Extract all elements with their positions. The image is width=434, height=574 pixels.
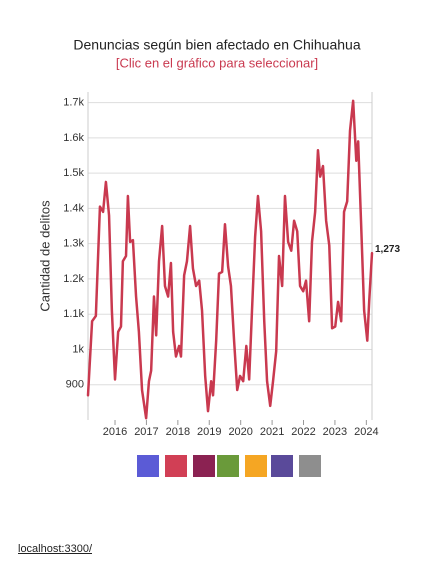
x-tick-label: 2018 bbox=[166, 426, 190, 438]
color-swatch[interactable] bbox=[193, 455, 215, 477]
x-tick-label: 2023 bbox=[323, 426, 347, 438]
y-tick-label: 1.1k bbox=[63, 308, 84, 320]
x-tick-label: 2021 bbox=[260, 426, 284, 438]
y-tick-label: 1.4k bbox=[63, 202, 84, 214]
chart-subtitle: [Clic en el gráfico para seleccionar] bbox=[116, 55, 318, 70]
color-swatch[interactable] bbox=[245, 455, 267, 477]
y-tick-label: 1.2k bbox=[63, 273, 84, 285]
data-line bbox=[86, 99, 374, 420]
x-tick-label: 2022 bbox=[291, 426, 315, 438]
color-swatch[interactable] bbox=[217, 455, 239, 477]
chart-title: Denuncias según bien afectado en Chihuah… bbox=[73, 37, 360, 53]
y-tick-label: 1.7k bbox=[63, 96, 84, 108]
x-tick-label: 2016 bbox=[103, 426, 127, 438]
x-tick-label: 2019 bbox=[197, 426, 221, 438]
x-tick-label: 2024 bbox=[354, 426, 378, 438]
data-label: 1,273 bbox=[375, 244, 400, 255]
color-swatch[interactable] bbox=[271, 455, 293, 477]
footer-link[interactable]: localhost:3300/ bbox=[18, 543, 92, 555]
color-swatch[interactable] bbox=[137, 455, 159, 477]
y-tick-label: 1.6k bbox=[63, 132, 84, 144]
y-axis-label: Cantidad de delitos bbox=[37, 200, 52, 312]
y-tick-label: 1k bbox=[72, 343, 84, 355]
y-tick-label: 1.5k bbox=[63, 167, 84, 179]
color-swatch[interactable] bbox=[299, 455, 321, 477]
x-tick-label: 2020 bbox=[228, 426, 252, 438]
chart: Denuncias según bien afectado en Chihuah… bbox=[37, 37, 400, 438]
x-tick-label: 2017 bbox=[134, 426, 158, 438]
y-tick-label: 1.3k bbox=[63, 238, 84, 250]
y-tick-label: 900 bbox=[66, 379, 84, 391]
color-swatch[interactable] bbox=[165, 455, 187, 477]
